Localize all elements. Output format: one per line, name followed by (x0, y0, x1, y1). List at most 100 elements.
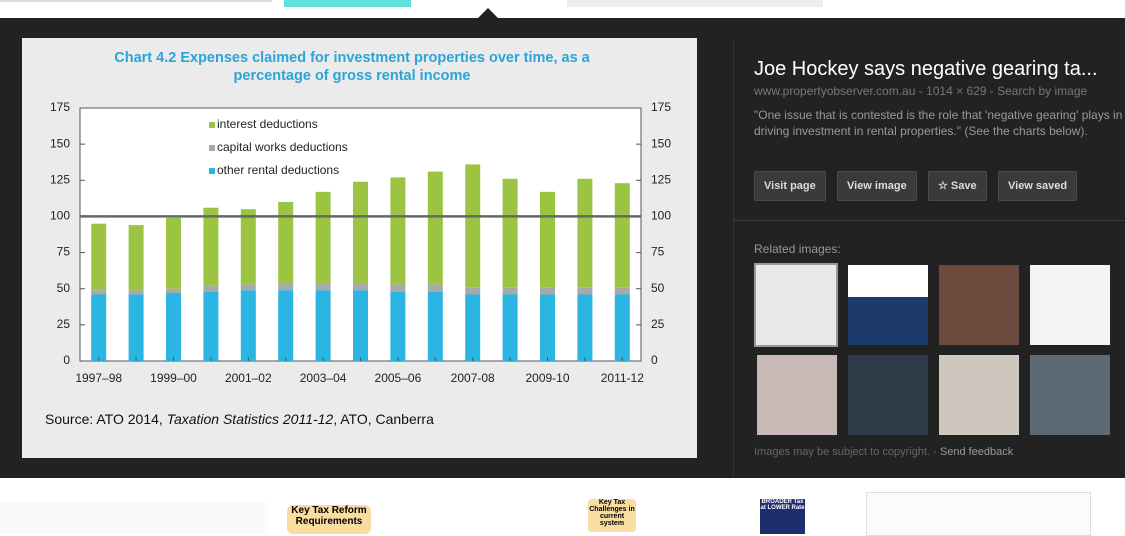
source-text: Source: ATO 2014, (45, 411, 167, 427)
bar (427, 284, 443, 292)
bar (540, 294, 555, 361)
result-title[interactable]: Joe Hockey says negative gearing ta... (754, 58, 1098, 80)
bar (278, 282, 294, 291)
strip-thumb[interactable]: Key Tax Reform Requirements (287, 505, 371, 534)
bar (91, 223, 107, 291)
related-thumb[interactable] (757, 355, 837, 435)
bar (540, 191, 555, 288)
bar (614, 294, 630, 361)
bar (278, 201, 294, 283)
y-tick-label: 125 (50, 172, 70, 186)
related-thumb[interactable] (754, 263, 838, 347)
related-thumb[interactable] (848, 355, 928, 435)
legend-swatch (209, 145, 215, 151)
bar (128, 225, 144, 291)
y-tick-label: 50 (57, 281, 71, 295)
source-text: , ATO, Canberra (333, 411, 434, 427)
strip-thumb[interactable] (866, 492, 1091, 536)
legend-label: other rental deductions (217, 163, 339, 177)
bar (240, 290, 256, 361)
footer: Images may be subject to copyright. - Se… (754, 446, 1014, 458)
bar (353, 282, 368, 291)
related-thumb[interactable] (848, 265, 928, 345)
bar (240, 284, 256, 291)
action-button[interactable]: Visit page (754, 171, 826, 201)
bar (614, 287, 630, 295)
bar (540, 287, 555, 295)
result-meta[interactable]: www.propertyobserver.com.au - 1014 × 629… (754, 84, 1088, 98)
bar (390, 284, 406, 292)
related-thumb[interactable] (1030, 265, 1110, 345)
source-title: Taxation Statistics 2011-12 (166, 411, 334, 427)
y2-tick-label: 25 (651, 317, 665, 331)
bar (577, 294, 593, 361)
bar (390, 177, 406, 285)
bar (502, 178, 518, 288)
bar (577, 287, 593, 295)
related-thumb[interactable] (1030, 355, 1110, 435)
action-button[interactable]: ☆ Save (928, 171, 987, 201)
x-tick-label: 2001–02 (225, 371, 272, 385)
bar (427, 291, 443, 361)
y-tick-label: 175 (50, 100, 70, 114)
bar (353, 181, 368, 283)
y-tick-label: 0 (63, 353, 70, 367)
y-tick-label: 25 (57, 317, 71, 331)
legend-swatch (209, 122, 215, 128)
y2-tick-label: 75 (651, 245, 665, 259)
bar (315, 290, 331, 361)
notice: Images may be subject to copyright. (754, 446, 931, 458)
bar (427, 171, 443, 285)
x-tick-label: 2011-12 (601, 371, 644, 385)
bar (502, 287, 518, 295)
strip-thumb[interactable]: BROADER Tax at LOWER Rate (760, 499, 805, 534)
bar (91, 294, 107, 361)
result-description: "One issue that is contested is the role… (754, 108, 1123, 138)
bar (577, 178, 593, 288)
x-tick-label: 1999–00 (150, 371, 197, 385)
chart-image[interactable]: Chart 4.2 Expenses claimed for investmen… (22, 38, 697, 458)
legend-swatch (209, 168, 215, 174)
action-button[interactable]: View image (837, 171, 917, 201)
y2-tick-label: 150 (651, 136, 671, 150)
bar (166, 288, 181, 294)
source: Source: ATO 2014, Taxation Statistics 20… (45, 411, 434, 427)
chart-title: Chart 4.2 Expenses claimed for investmen… (114, 50, 590, 84)
strip-thumb[interactable] (0, 502, 268, 534)
feedback-link[interactable]: Send feedback (939, 446, 1014, 458)
y2-tick-label: 0 (651, 353, 658, 367)
plot: 0 25 50 75 100 125 150 175 0 25 50 75 100 125 150 175 19… (50, 100, 671, 385)
bar (166, 293, 181, 361)
bar (278, 290, 294, 361)
top-thumb[interactable] (284, 0, 411, 7)
bar (128, 294, 144, 361)
strip-thumb[interactable]: Key Tax Challenges in current system (588, 499, 636, 532)
bar (91, 290, 107, 295)
bar (502, 294, 518, 361)
bar (315, 191, 331, 283)
related-thumb[interactable] (939, 265, 1019, 345)
y-tick-label: 150 (50, 136, 70, 150)
x-tick-label: 2005–06 (375, 371, 422, 385)
separator (733, 220, 1125, 221)
bar (353, 290, 368, 361)
x-tick-label: 2009-10 (525, 371, 569, 385)
bar (315, 282, 331, 291)
top-thumb[interactable] (0, 0, 272, 2)
y2-tick-label: 125 (651, 172, 671, 186)
bar (128, 290, 144, 295)
bar (203, 285, 219, 292)
related-label: Related images: (754, 242, 841, 256)
related-thumb[interactable] (939, 355, 1019, 435)
pointer (478, 8, 498, 18)
bar (240, 209, 256, 285)
divider (733, 40, 734, 478)
y2-tick-label: 100 (651, 209, 671, 223)
bar (465, 287, 481, 295)
bar (465, 294, 481, 361)
bar (203, 207, 219, 286)
y2-tick-label: 175 (651, 100, 671, 114)
y-tick-label: 75 (57, 245, 71, 259)
action-button[interactable]: View saved (998, 171, 1078, 201)
top-thumb[interactable] (567, 0, 823, 7)
